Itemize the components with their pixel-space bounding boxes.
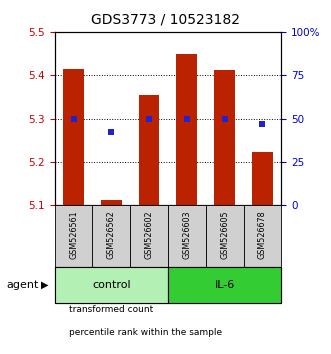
Bar [168, 205, 206, 267]
Bar [252, 153, 273, 205]
Bar [168, 267, 281, 303]
Text: GSM526605: GSM526605 [220, 210, 229, 259]
Point [146, 116, 152, 122]
Bar [92, 205, 130, 267]
Point [260, 121, 265, 127]
Bar [206, 205, 244, 267]
Text: transformed count: transformed count [69, 305, 153, 314]
Text: percentile rank within the sample: percentile rank within the sample [69, 328, 222, 337]
Point [109, 130, 114, 135]
Text: IL-6: IL-6 [214, 280, 235, 290]
Bar [244, 205, 281, 267]
Text: GSM526602: GSM526602 [145, 210, 154, 259]
Text: ▶: ▶ [41, 280, 49, 290]
Bar [139, 95, 160, 205]
Text: GSM526562: GSM526562 [107, 210, 116, 259]
Bar [63, 69, 84, 205]
Point [71, 116, 76, 122]
Text: control: control [92, 280, 131, 290]
Bar [214, 70, 235, 205]
Text: GSM526561: GSM526561 [69, 210, 78, 259]
Bar [101, 200, 122, 205]
Text: GDS3773 / 10523182: GDS3773 / 10523182 [91, 12, 240, 27]
Text: GSM526603: GSM526603 [182, 210, 191, 259]
Bar [176, 55, 197, 205]
Text: agent: agent [7, 280, 39, 290]
Bar [130, 205, 168, 267]
Text: GSM526678: GSM526678 [258, 210, 267, 259]
Bar [55, 267, 168, 303]
Point [222, 116, 227, 121]
Point [184, 116, 190, 121]
Bar [55, 205, 92, 267]
